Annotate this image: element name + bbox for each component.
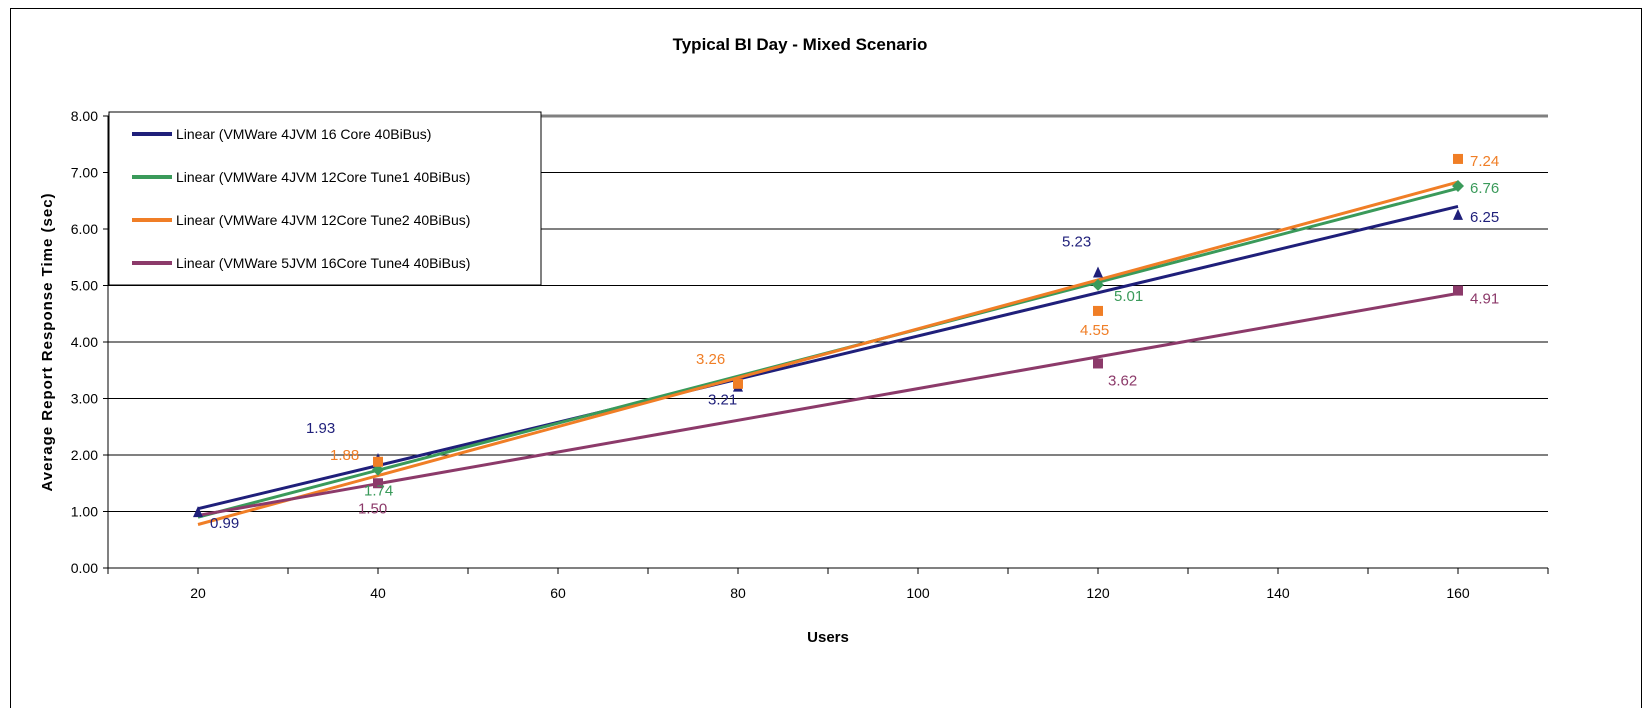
data-label-s2-3: 6.76 [1470, 180, 1499, 197]
marker-s3-2 [733, 378, 743, 389]
trend-line-4 [197, 291, 1459, 517]
legend: Linear (VMWare 4JVM 16 Core 40BiBus) Line… [108, 111, 542, 286]
data-label-s1-3: 3.21 [708, 392, 737, 409]
marker-s4-1 [373, 478, 383, 489]
y-tick-label: 8.00 [71, 108, 98, 124]
data-label-s4-3: 4.91 [1470, 291, 1499, 308]
legend-label-3: Linear (VMWare 4JVM 12Core Tune2 40BiBus… [176, 212, 470, 228]
marker-s3-1 [373, 456, 383, 467]
marker-s1-1 [193, 506, 203, 518]
y-tick-label: 2.00 [71, 447, 98, 463]
legend-label-4: Linear (VMWare 5JVM 16Core Tune4 40BiBus… [176, 255, 470, 271]
x-tick-label: 120 [1086, 585, 1110, 601]
x-tick-label: 60 [550, 585, 566, 601]
data-markers [193, 153, 1464, 518]
y-tick-label: 3.00 [71, 391, 98, 407]
marker-s3-4 [1453, 153, 1463, 164]
data-label-s4-1: 1.50 [358, 500, 387, 517]
y-tick-label: 0.00 [71, 560, 98, 576]
marker-s2-3 [1452, 180, 1464, 193]
trend-lines [197, 180, 1459, 526]
legend-box [108, 111, 542, 286]
x-tick-label: 160 [1446, 585, 1470, 601]
marker-s4-3 [1453, 285, 1463, 296]
y-tick-label: 5.00 [71, 278, 98, 294]
marker-s4-2 [1093, 358, 1103, 369]
x-tick-label: 140 [1266, 585, 1290, 601]
x-tick-label: 40 [370, 585, 386, 601]
y-tick-label: 7.00 [71, 165, 98, 181]
y-axis-label: Average Report Response Time (sec) [39, 192, 56, 491]
trend-line-1 [197, 204, 1459, 511]
data-labels: 0.99 1.93 3.21 5.23 6.25 1.74 5.01 6.76 1.88 3.26… [210, 153, 1499, 532]
x-tick-label: 100 [906, 585, 930, 601]
marker-s2-2 [1092, 278, 1104, 291]
y-tick-label: 1.00 [71, 504, 98, 520]
y-tick-label: 6.00 [71, 221, 98, 237]
data-label-s4-2: 3.62 [1108, 372, 1137, 389]
data-label-s1-4: 5.23 [1062, 234, 1091, 251]
data-label-s3-1: 1.88 [330, 447, 359, 464]
marker-s3-3 [1093, 305, 1103, 316]
legend-label-1: Linear (VMWare 4JVM 16 Core 40BiBus) [176, 126, 431, 142]
marker-s1-4 [1093, 266, 1103, 278]
x-tick-label: 20 [190, 585, 206, 601]
tick-labels: 0.00 1.00 2.00 3.00 4.00 5.00 6.00 7.00 8.00 20 40… [71, 108, 1470, 601]
data-label-s2-1: 1.74 [364, 483, 393, 500]
trend-line-3 [197, 180, 1459, 526]
marker-s1-5 [1453, 208, 1463, 220]
data-label-s3-2: 3.26 [696, 351, 725, 368]
data-label-s3-3: 4.55 [1080, 322, 1109, 339]
legend-label-2: Linear (VMWare 4JVM 12Core Tune1 40BiBus… [176, 169, 470, 185]
chart-title: Typical BI Day - Mixed Scenario [673, 35, 928, 54]
x-axis-label: Users [807, 629, 849, 646]
y-tick-label: 4.00 [71, 334, 98, 350]
data-label-s3-4: 7.24 [1470, 153, 1499, 170]
axes [103, 115, 1549, 574]
x-tick-label: 80 [730, 585, 746, 601]
data-label-s1-1: 0.99 [210, 515, 239, 532]
data-label-s2-2: 5.01 [1114, 288, 1143, 305]
data-label-s1-5: 6.25 [1470, 209, 1499, 226]
data-label-s1-2: 1.93 [306, 420, 335, 437]
